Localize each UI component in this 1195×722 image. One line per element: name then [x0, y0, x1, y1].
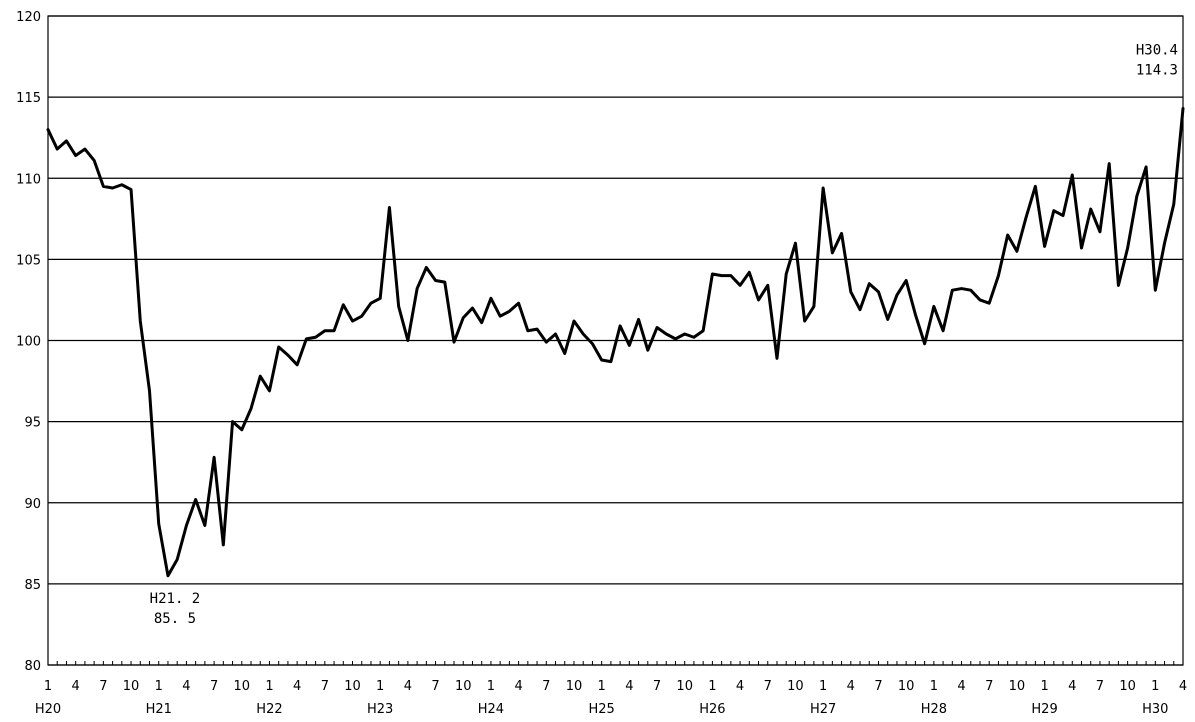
x-tick-label: 4	[514, 679, 522, 694]
x-tick-label: 10	[566, 679, 583, 694]
x-year-label: H28	[921, 702, 947, 717]
plot-border	[47, 15, 1184, 666]
x-tick-label: 10	[344, 679, 361, 694]
x-tick-label: 1	[1040, 679, 1048, 694]
x-tick-label: 7	[210, 679, 218, 694]
x-tick-label: 7	[653, 679, 661, 694]
x-tick-label: 1	[930, 679, 938, 694]
x-tick-label: 7	[1096, 679, 1104, 694]
x-tick-label: 1	[376, 679, 384, 694]
x-tick-label: 10	[1009, 679, 1026, 694]
x-tick-label: 10	[123, 679, 140, 694]
annotation-label: H30.4	[1136, 42, 1178, 58]
x-tick-label: 10	[676, 679, 693, 694]
y-tick-label: 115	[16, 91, 41, 106]
x-tick-label: 1	[155, 679, 163, 694]
x-tick-label: 4	[182, 679, 190, 694]
y-tick-label: 100	[16, 335, 41, 350]
y-tick-label: 80	[24, 659, 41, 674]
y-tick-label: 95	[24, 416, 41, 431]
x-tick-label: 4	[404, 679, 412, 694]
x-tick-label: 7	[985, 679, 993, 694]
x-tick-label: 1	[487, 679, 495, 694]
y-tick-label: 105	[16, 253, 41, 268]
x-tick-label: 7	[874, 679, 882, 694]
x-tick-label: 4	[293, 679, 301, 694]
annotation-value: 85. 5	[154, 611, 196, 627]
x-year-label: H23	[367, 702, 393, 717]
x-year-label: H30	[1142, 702, 1168, 717]
x-tick-label: 10	[1119, 679, 1136, 694]
x-tick-label: 1	[44, 679, 52, 694]
x-tick-label: 4	[736, 679, 744, 694]
y-tick-label: 90	[24, 497, 41, 512]
x-axis: 1 4 7 10 1 4 7 10 1 4 7 10 1 4 7 10 1 4 7 10 1 4 7 10 1 4 7 10 1 4 7 10…	[35, 661, 1187, 717]
x-tick-label: 1	[819, 679, 827, 694]
x-tick-label: 4	[625, 679, 633, 694]
series-line	[46, 106, 1185, 578]
x-year-label: H22	[256, 702, 282, 717]
series-line-layer	[46, 106, 1185, 578]
x-tick-label: 4	[1068, 679, 1076, 694]
x-year-label: H20	[35, 702, 61, 717]
x-tick-label: 1	[598, 679, 606, 694]
x-tick-label: 1	[1151, 679, 1159, 694]
x-tick-label: 10	[455, 679, 472, 694]
x-tick-label: 7	[321, 679, 329, 694]
x-year-label: H25	[588, 702, 614, 717]
x-year-label: H26	[699, 702, 725, 717]
x-year-label: H24	[478, 702, 504, 717]
x-tick-label: 1	[708, 679, 716, 694]
annotation-label: H21. 2	[150, 591, 201, 607]
x-tick-label: 4	[957, 679, 965, 694]
x-year-label: H27	[810, 702, 836, 717]
y-tick-label: 85	[24, 578, 41, 593]
x-tick-label: 7	[542, 679, 550, 694]
x-tick-label: 1	[265, 679, 273, 694]
x-tick-label: 4	[72, 679, 80, 694]
x-tick-label: 4	[1179, 679, 1187, 694]
x-tick-label: 10	[787, 679, 804, 694]
y-axis: 80 85 90 95 100 105 110 115 120	[16, 10, 41, 674]
x-year-label: H21	[146, 702, 172, 717]
annotations: H21. 2 85. 5 H30.4 114.3	[150, 42, 1178, 626]
x-tick-label: 10	[234, 679, 251, 694]
x-tick-label: 4	[847, 679, 855, 694]
x-tick-label: 7	[764, 679, 772, 694]
x-tick-label: 7	[99, 679, 107, 694]
y-tick-label: 110	[16, 172, 41, 187]
x-tick-label: 7	[431, 679, 439, 694]
x-year-label: H29	[1031, 702, 1057, 717]
y-tick-label: 120	[16, 10, 41, 25]
x-tick-label: 10	[898, 679, 915, 694]
annotation-value: 114.3	[1136, 62, 1178, 78]
